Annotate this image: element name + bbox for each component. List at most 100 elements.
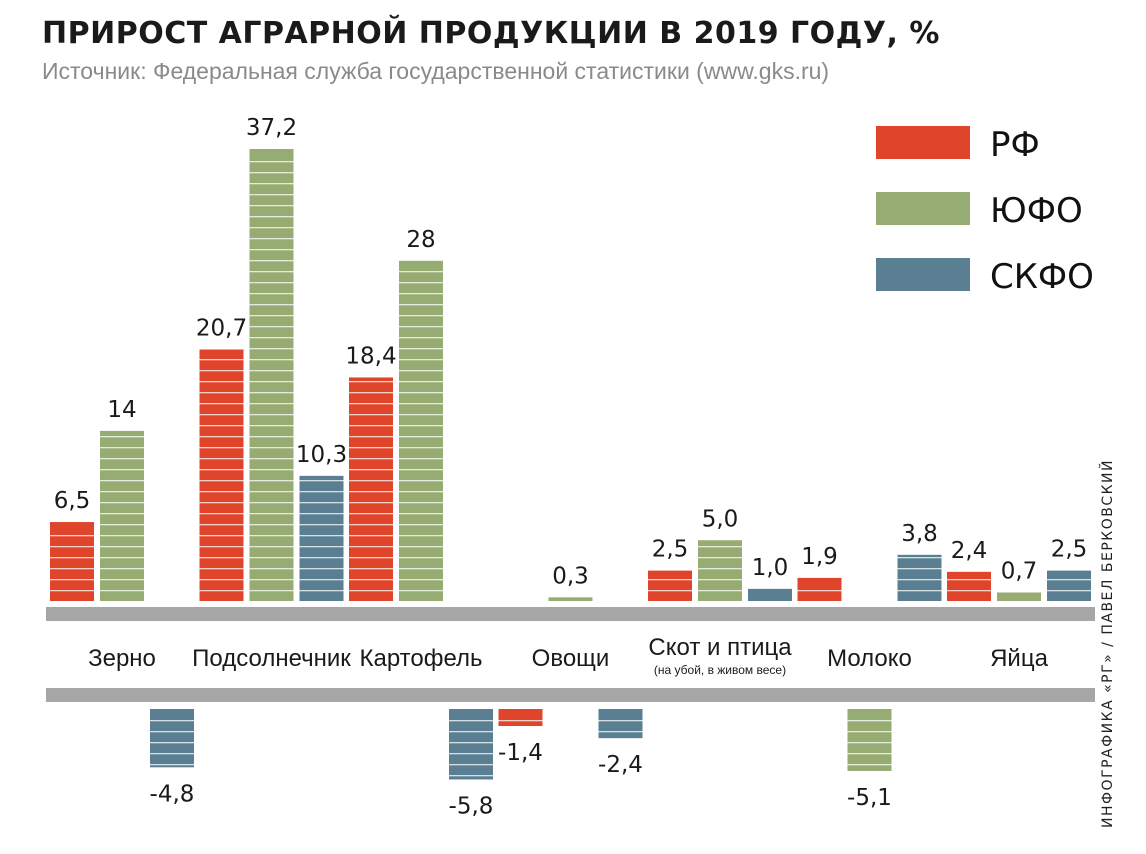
bar-stripe xyxy=(100,480,144,482)
bar-stripe xyxy=(349,425,393,427)
value-label-rf: 1,9 xyxy=(801,544,838,570)
value-label-skfo: 10,3 xyxy=(296,442,347,468)
bar-stripe xyxy=(249,381,294,383)
bar-rf xyxy=(648,570,692,601)
bar-stripe xyxy=(399,315,443,317)
bar-stripe xyxy=(100,568,144,570)
legend-swatch-rf xyxy=(876,126,970,159)
bar-rf xyxy=(498,709,543,727)
bar-stripe xyxy=(100,447,144,449)
bar-stripe xyxy=(399,381,443,383)
bar-stripe xyxy=(299,513,344,515)
axis-band-top xyxy=(943,607,1095,621)
bar-stripe xyxy=(199,480,244,482)
value-label-skfo: -4,8 xyxy=(150,781,195,807)
axis-band-top xyxy=(46,607,198,621)
bar-stripe xyxy=(399,392,443,394)
bar-stripe xyxy=(150,753,194,755)
bar-stripe xyxy=(299,535,344,537)
category-labels-group: Зерно Подсолнечник Картофель Овощи Скот и пт… xyxy=(88,634,1048,677)
bar-stripe xyxy=(249,260,294,262)
bar-stripe xyxy=(947,590,991,592)
bar-yufo xyxy=(997,592,1041,601)
bar-rf xyxy=(50,522,94,601)
bar-stripe xyxy=(249,172,294,174)
legend-swatch-skfo xyxy=(876,258,970,291)
bar-stripe xyxy=(498,720,543,722)
bar-stripe xyxy=(399,403,443,405)
bar-stripe xyxy=(399,304,443,306)
bar-stripe xyxy=(299,590,344,592)
value-label-rf: 2,4 xyxy=(951,538,988,564)
bar-stripe xyxy=(399,337,443,339)
bar-rf xyxy=(947,571,991,601)
bar-stripe xyxy=(349,579,393,581)
axis-band-bottom xyxy=(46,688,198,702)
bar-stripe xyxy=(100,579,144,581)
bar-stripe xyxy=(847,742,892,744)
bar-stripe xyxy=(249,590,294,592)
bar-rf xyxy=(199,349,244,601)
bar-stripe xyxy=(100,535,144,537)
category-label: Молоко xyxy=(827,645,912,672)
bar-stripe xyxy=(399,590,443,592)
bar-stripe xyxy=(349,436,393,438)
bar-stripe xyxy=(449,731,493,733)
bar-stripe xyxy=(249,370,294,372)
bar-stripe xyxy=(698,557,742,559)
value-labels-group: 6,5 14 -4,8 20,7 37,2 10,3 18,4 28 -5,8 -1,4 0,3 -2… xyxy=(54,115,1088,819)
bar-stripe xyxy=(299,480,344,482)
bar-stripe xyxy=(399,546,443,548)
bar-stripe xyxy=(249,348,294,350)
bar-stripe xyxy=(249,425,294,427)
value-label-rf: -1,4 xyxy=(498,740,543,766)
bar-stripe xyxy=(299,546,344,548)
bar-stripe xyxy=(399,524,443,526)
bar-stripe xyxy=(349,414,393,416)
axis-band-top xyxy=(494,607,647,621)
category-label: Скот и птица xyxy=(648,634,792,661)
bar-stripe xyxy=(100,557,144,559)
axis-band-top xyxy=(195,607,348,621)
bar-stripe xyxy=(349,480,393,482)
bar-stripe xyxy=(100,502,144,504)
bar-stripe xyxy=(249,282,294,284)
bar-stripe xyxy=(199,414,244,416)
bar-stripe xyxy=(1047,590,1091,592)
bar-stripe xyxy=(199,370,244,372)
bar-stripe xyxy=(897,590,942,592)
bar-skfo xyxy=(748,588,792,601)
bar-stripe xyxy=(349,535,393,537)
bar-stripe xyxy=(399,414,443,416)
value-label-yufo: 37,2 xyxy=(246,115,297,141)
bar-stripe xyxy=(100,590,144,592)
bar-stripe xyxy=(199,447,244,449)
bar-stripe xyxy=(847,753,892,755)
value-label-yufo: 14 xyxy=(107,397,136,423)
axis-band-group xyxy=(46,607,1095,702)
bar-stripe xyxy=(399,425,443,427)
bar-yufo xyxy=(847,709,892,771)
bar-stripe xyxy=(199,513,244,515)
bar-stripe xyxy=(199,535,244,537)
bar-skfo xyxy=(897,554,942,601)
category-label: Зерно xyxy=(88,645,156,672)
bar-stripe xyxy=(249,205,294,207)
bar-stripe xyxy=(399,568,443,570)
bar-stripe xyxy=(249,271,294,273)
bar-stripe xyxy=(249,568,294,570)
bar-stripe xyxy=(50,557,94,559)
bar-stripe xyxy=(399,579,443,581)
bar-stripe xyxy=(249,194,294,196)
category-label: Картофель xyxy=(359,645,482,672)
bar-stripe xyxy=(249,557,294,559)
value-label-rf: 6,5 xyxy=(54,488,91,514)
bar-stripe xyxy=(399,271,443,273)
bar-stripe xyxy=(50,568,94,570)
bar-stripe xyxy=(847,764,892,766)
bar-stripe xyxy=(199,568,244,570)
bar-stripe xyxy=(199,425,244,427)
bar-stripe xyxy=(698,590,742,592)
bar-stripe xyxy=(100,469,144,471)
